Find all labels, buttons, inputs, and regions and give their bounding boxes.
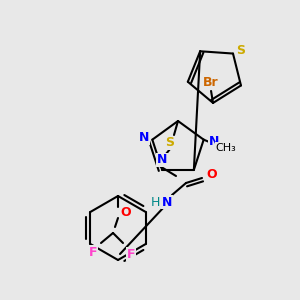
Text: S: S: [236, 44, 245, 57]
Text: Br: Br: [203, 76, 219, 89]
Text: F: F: [89, 245, 97, 259]
Text: N: N: [139, 131, 149, 144]
Text: N: N: [157, 153, 167, 166]
Text: O: O: [121, 206, 131, 220]
Text: N: N: [162, 196, 172, 208]
Text: H: H: [150, 196, 160, 208]
Text: O: O: [207, 169, 217, 182]
Text: S: S: [166, 136, 175, 149]
Text: N: N: [208, 135, 219, 148]
Text: CH₃: CH₃: [215, 143, 236, 153]
Text: F: F: [127, 248, 135, 260]
